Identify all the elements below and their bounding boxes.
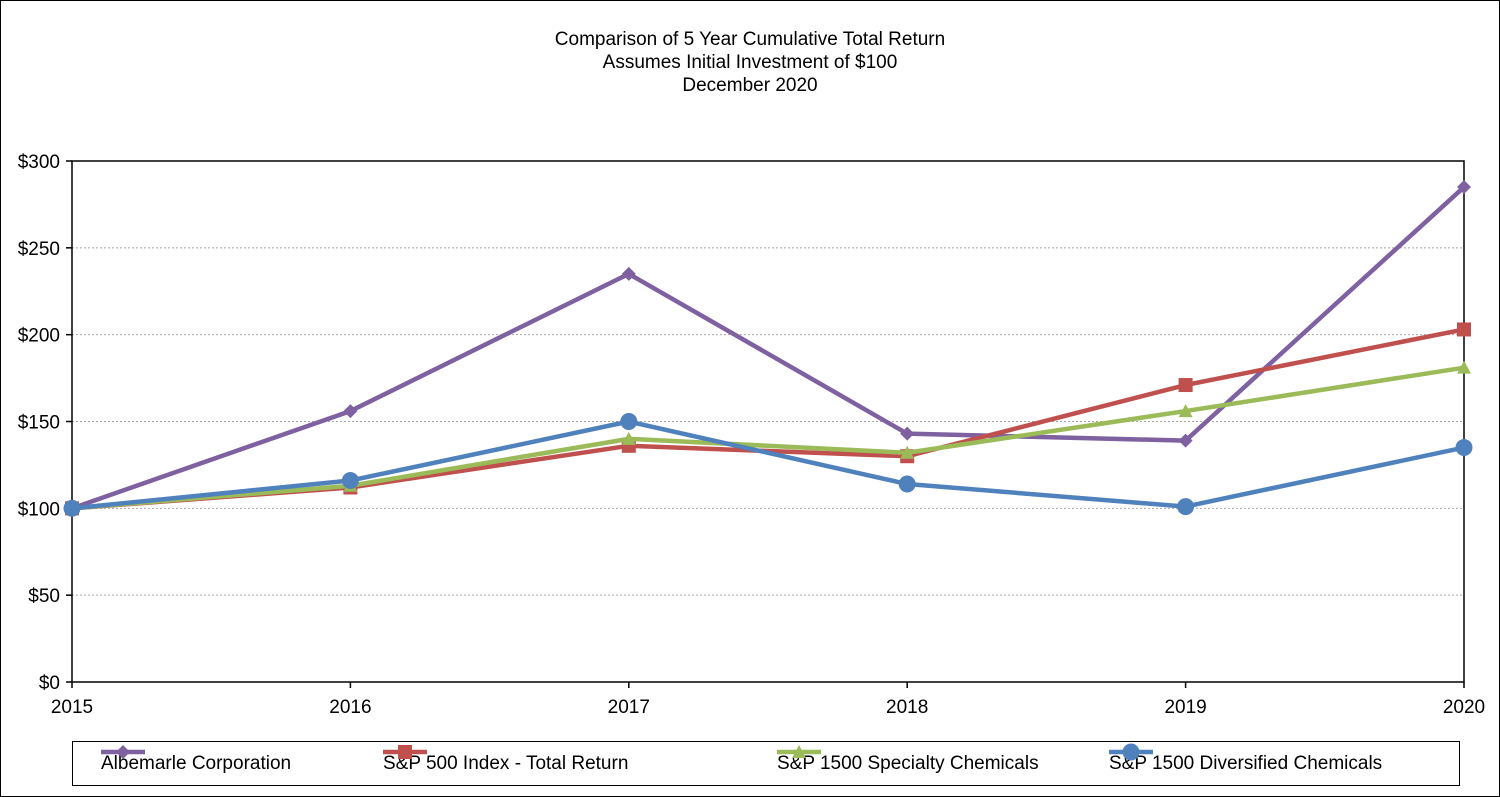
legend-label: S&P 1500 Specialty Chemicals bbox=[777, 752, 1039, 774]
legend-swatch bbox=[383, 745, 427, 759]
data-point-s-p-500-index-total-return-2020 bbox=[1457, 322, 1471, 337]
data-point-albemarle-corporation-2017 bbox=[621, 266, 636, 281]
y-tick-label: $0 bbox=[39, 673, 60, 694]
legend-marker-icon bbox=[398, 745, 412, 759]
x-tick-label: 2020 bbox=[1443, 697, 1485, 718]
series-s-p-1500-specialty-chemicals bbox=[65, 360, 1471, 515]
data-point-s-p-1500-diversified-chemicals-2018 bbox=[898, 475, 916, 493]
legend-label: S&P 500 Index - Total Return bbox=[383, 752, 629, 774]
series-s-p-1500-diversified-chemicals bbox=[63, 413, 1473, 517]
legend-label: S&P 1500 Diversified Chemicals bbox=[1109, 752, 1383, 774]
chart-title: Comparison of 5 Year Cumulative Total Re… bbox=[554, 29, 946, 50]
axis-ticks: $0 $50 $100 $150 $200 $250 $300 2015 2016 2017 201… bbox=[18, 152, 1485, 718]
x-tick-label: 2016 bbox=[329, 697, 371, 718]
y-tick-label: $300 bbox=[18, 152, 60, 173]
series-albemarle-corporation bbox=[65, 180, 1471, 516]
data-point-s-p-1500-specialty-chemicals-2019 bbox=[1178, 404, 1193, 418]
y-tick-label: $50 bbox=[28, 586, 60, 607]
data-point-s-p-1500-specialty-chemicals-2017 bbox=[621, 431, 636, 445]
legend-marker-icon bbox=[1122, 743, 1140, 761]
y-tick-label: $100 bbox=[18, 499, 60, 520]
legend-marker-icon bbox=[116, 745, 130, 759]
series-lines bbox=[63, 180, 1473, 517]
data-point-albemarle-corporation-2018 bbox=[900, 426, 915, 441]
legend-label: Albemarle Corporation bbox=[101, 752, 292, 774]
data-point-albemarle-corporation-2016 bbox=[343, 404, 358, 419]
legend-item: Albemarle Corporation bbox=[101, 742, 291, 785]
x-tick-label: 2017 bbox=[608, 697, 650, 718]
legend-item: S&P 1500 Diversified Chemicals bbox=[1109, 742, 1382, 785]
legend-swatch bbox=[777, 745, 821, 758]
chart-subtitle-line-1: Assumes Initial Investment of $100 bbox=[602, 52, 898, 73]
legend-item: S&P 500 Index - Total Return bbox=[383, 742, 628, 785]
legend-marker-icon bbox=[792, 745, 806, 758]
data-point-s-p-1500-diversified-chemicals-2020 bbox=[1455, 439, 1473, 457]
y-tick-label: $150 bbox=[18, 413, 60, 434]
data-point-s-p-1500-specialty-chemicals-2020 bbox=[1457, 360, 1471, 374]
legend-item: S&P 1500 Specialty Chemicals bbox=[777, 742, 1039, 785]
series-line-s-p-1500-specialty-chemicals bbox=[71, 365, 1465, 511]
legend: Albemarle Corporation S&P 500 Index - Tot… bbox=[72, 741, 1460, 786]
data-point-albemarle-corporation-2019 bbox=[1178, 433, 1193, 448]
x-tick-label: 2019 bbox=[1164, 697, 1206, 718]
legend-swatch bbox=[1109, 743, 1153, 761]
data-point-s-p-1500-diversified-chemicals-2016 bbox=[341, 472, 359, 490]
y-tick-label: $250 bbox=[18, 239, 60, 260]
x-tick-label: 2015 bbox=[51, 697, 93, 718]
series-line-s-p-1500-diversified-chemicals bbox=[71, 419, 1465, 511]
data-point-s-p-500-index-total-return-2019 bbox=[1178, 378, 1193, 393]
series-line-albemarle-corporation bbox=[71, 185, 1466, 511]
gridlines bbox=[72, 247, 1464, 596]
x-tick-label: 2018 bbox=[886, 697, 928, 718]
data-point-s-p-1500-diversified-chemicals-2019 bbox=[1177, 498, 1195, 516]
data-point-s-p-1500-diversified-chemicals-2017 bbox=[620, 413, 638, 430]
y-tick-label: $200 bbox=[18, 326, 60, 347]
chart-subtitle-line-2: December 2020 bbox=[682, 75, 818, 96]
data-point-s-p-1500-specialty-chemicals-2018 bbox=[900, 445, 915, 459]
legend-swatch bbox=[101, 745, 145, 759]
data-point-albemarle-corporation-2020 bbox=[1457, 180, 1471, 195]
chart-title-block: Comparison of 5 Year Cumulative Total Re… bbox=[0, 28, 1500, 97]
data-point-s-p-1500-diversified-chemicals-2015 bbox=[63, 499, 81, 517]
